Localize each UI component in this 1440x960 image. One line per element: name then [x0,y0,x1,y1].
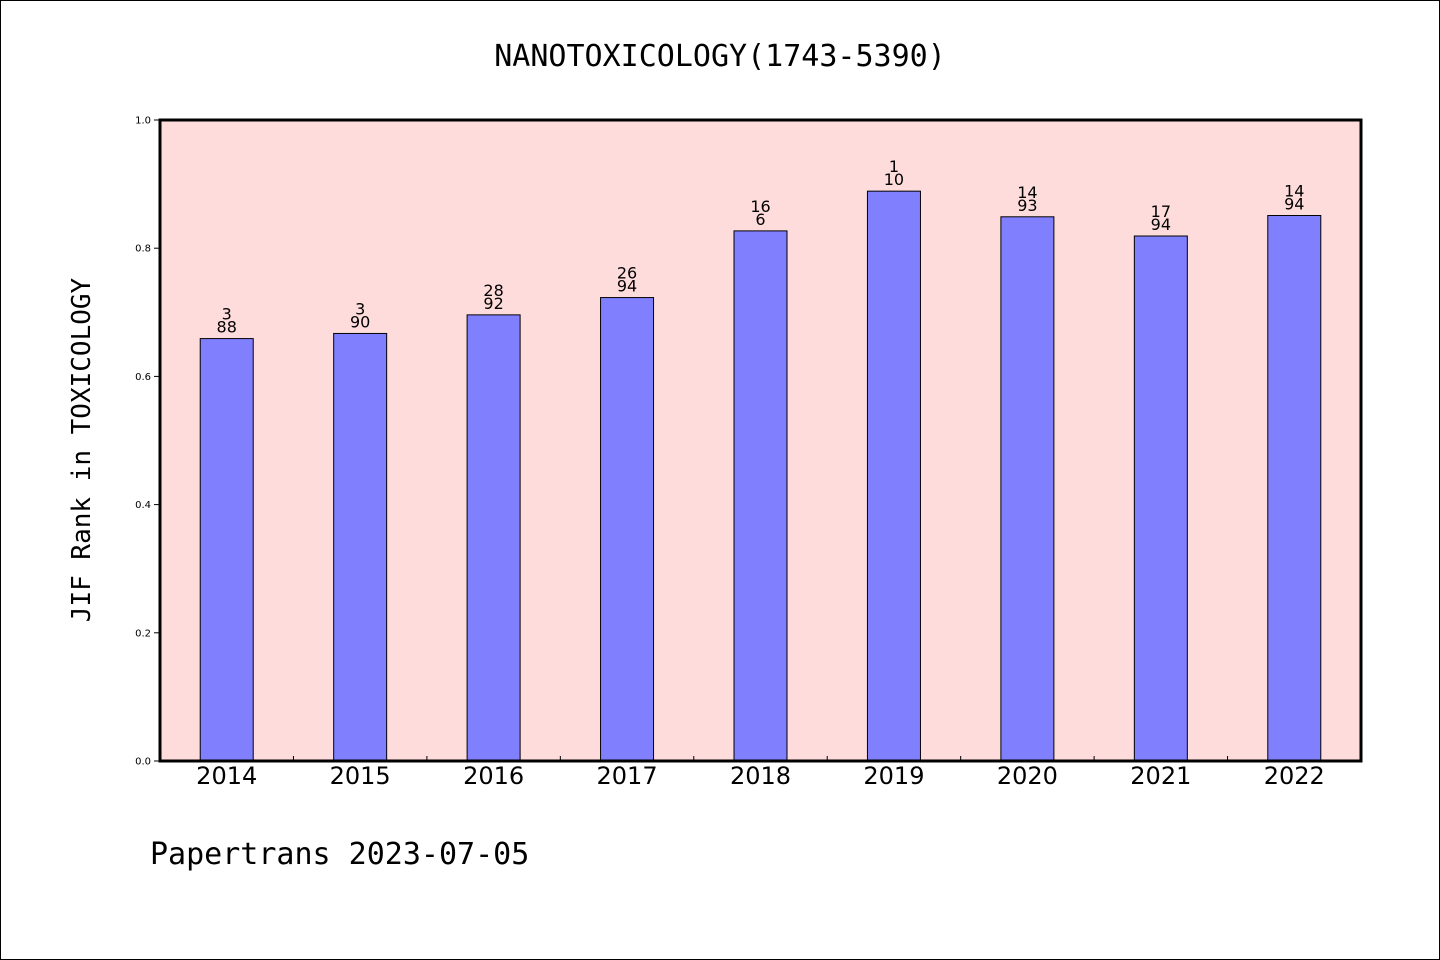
bar-label-2018-total: 6 [755,210,765,229]
bar-label-2014-total: 88 [217,318,237,337]
bar-label-2019-total: 10 [884,170,904,189]
bar-label-2022-rank: 14 [1284,182,1304,201]
bar-2021 [1133,235,1188,762]
footer-credit: Papertrans 2023-07-05 [150,837,529,872]
bar-label-2015-rank: 3 [355,299,365,318]
y-axis: 0.0 0.2 0.4 0.6 0.8 1.0 [135,116,160,768]
x-tick-label-2016: 2016 [463,762,524,790]
x-tick-label-2015: 2015 [330,762,391,790]
bar-2022 [1267,215,1322,762]
x-tick-label-2022: 2022 [1264,762,1325,790]
bar-label-2017-total: 94 [617,277,637,296]
bar-2016 [466,314,521,762]
x-tick-label-2019: 2019 [863,762,924,790]
y-tick-label: 0.0 [135,757,151,768]
y-tick-label: 1.0 [135,116,151,127]
bar-label-2016-total: 92 [483,294,503,313]
plot-border [158,118,1363,763]
bar-2018 [733,230,788,762]
bar-label-2014-rank: 3 [222,305,232,324]
x-tick-label-2018: 2018 [730,762,791,790]
bars-layer [199,190,1322,762]
bar-label-2015-total: 90 [350,312,370,331]
bar-label-2020-rank: 14 [1017,183,1037,202]
x-axis: 2014 2015 2016 2017 2018 2019 2020 2021 2022 [196,756,1325,790]
bar-2019 [866,190,921,762]
bar-label-2017-rank: 26 [617,264,637,283]
bar-2017 [600,297,655,762]
chart-title: NANOTOXICOLOGY(1743-5390) [494,39,946,74]
x-tick-label-2014: 2014 [196,762,257,790]
bar-2020 [1000,216,1055,762]
bar-label-2021-total: 94 [1151,215,1171,234]
bar-label-2019-rank: 1 [889,157,899,176]
bar-label-2021-rank: 17 [1151,202,1171,221]
x-tick-label-2021: 2021 [1130,762,1191,790]
bar-label-2018-rank: 16 [750,197,770,216]
y-axis-label: JIF Rank in TOXICOLOGY [67,277,97,622]
x-tick-label-2020: 2020 [997,762,1058,790]
y-tick-label: 0.6 [135,372,151,383]
x-tick-label-2017: 2017 [597,762,658,790]
y-tick-label: 0.8 [135,244,151,255]
y-tick-label: 0.2 [135,628,151,639]
bar-2014 [199,338,254,762]
bar-label-2022-total: 94 [1284,195,1304,214]
bar-label-2016-rank: 28 [483,281,503,300]
bar-label-2020-total: 93 [1017,196,1037,215]
y-tick-label: 0.4 [135,500,151,511]
bar-2015 [333,332,388,762]
